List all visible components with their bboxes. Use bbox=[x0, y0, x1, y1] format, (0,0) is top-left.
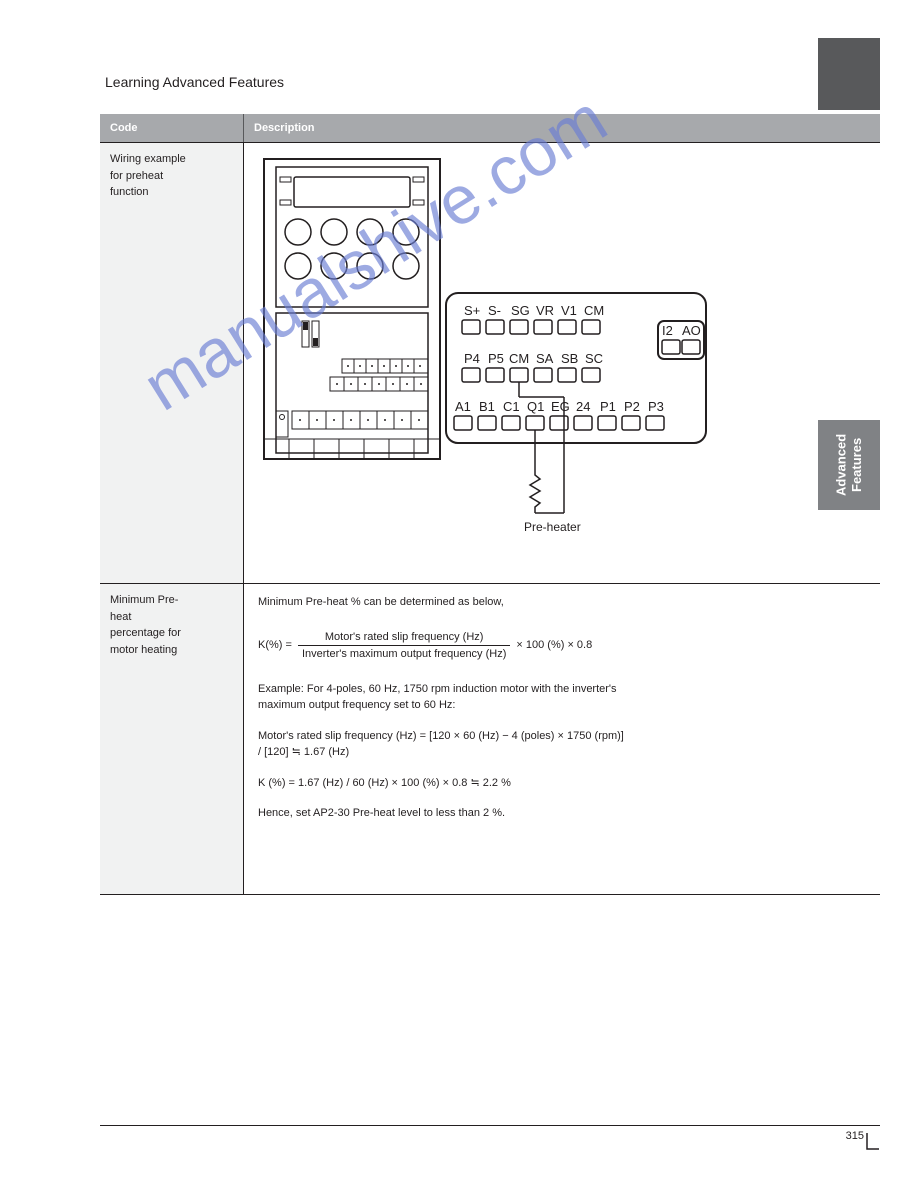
row1-l3: function bbox=[110, 186, 149, 198]
svg-text:SC: SC bbox=[585, 351, 603, 366]
svg-text:SA: SA bbox=[536, 351, 554, 366]
side-tab: Advanced Features bbox=[818, 420, 880, 510]
wiring-diagram: S+ S- SG VR V1 CM I2 AO P4 P5 CM SA SB SC bbox=[258, 153, 818, 573]
svg-text:S-: S- bbox=[488, 303, 501, 318]
svg-text:B1: B1 bbox=[479, 399, 495, 414]
page-number: 315 bbox=[846, 1130, 864, 1142]
svg-text:P4: P4 bbox=[464, 351, 480, 366]
formula-tail: × 100 (%) × 0.8 bbox=[516, 637, 592, 654]
svg-text:SG: SG bbox=[511, 303, 530, 318]
svg-text:AO: AO bbox=[682, 323, 701, 338]
formula-num: Motor's rated slip frequency (Hz) bbox=[298, 629, 510, 647]
header-desc: Description bbox=[244, 114, 880, 142]
table-header: Code Description bbox=[100, 114, 880, 142]
svg-text:24: 24 bbox=[576, 399, 590, 414]
formula-den: Inverter's maximum output frequency (Hz) bbox=[298, 646, 510, 663]
formula-left: K(%) = bbox=[258, 637, 292, 654]
footer-rule bbox=[100, 1125, 880, 1126]
svg-text:A1: A1 bbox=[455, 399, 471, 414]
eq-l4: Hence, set AP2-30 Pre-heat level to less… bbox=[258, 805, 866, 822]
svg-text:P1: P1 bbox=[600, 399, 616, 414]
eq-l3: K (%) = 1.67 (Hz) / 60 (Hz) × 100 (%) × … bbox=[258, 775, 866, 792]
row2-l2: heat bbox=[110, 611, 131, 623]
svg-text:SB: SB bbox=[561, 351, 578, 366]
svg-text:EG: EG bbox=[551, 399, 570, 414]
row2-intro: Minimum Pre-heat % can be determined as … bbox=[258, 594, 866, 611]
svg-text:I2: I2 bbox=[662, 323, 673, 338]
svg-text:P2: P2 bbox=[624, 399, 640, 414]
row1-l2: for preheat bbox=[110, 170, 163, 182]
svg-text:P5: P5 bbox=[488, 351, 504, 366]
row1-label: Wiring example for preheat function bbox=[100, 143, 244, 583]
table-row: Minimum Pre- heat percentage for motor h… bbox=[100, 583, 880, 895]
row2-l3: percentage for bbox=[110, 627, 181, 639]
ex-l2: maximum output frequency set to 60 Hz: bbox=[258, 697, 866, 714]
ex-l1: Example: For 4-poles, 60 Hz, 1750 rpm in… bbox=[258, 681, 866, 698]
row1-l1: Wiring example bbox=[110, 153, 186, 165]
row1-desc: S+ S- SG VR V1 CM I2 AO P4 P5 CM SA SB SC bbox=[244, 143, 880, 583]
svg-text:Q1: Q1 bbox=[527, 399, 544, 414]
row2-l4: motor heating bbox=[110, 644, 177, 656]
svg-text:CM: CM bbox=[584, 303, 604, 318]
header-code: Code bbox=[100, 114, 244, 142]
row2-label: Minimum Pre- heat percentage for motor h… bbox=[100, 584, 244, 894]
svg-text:P3: P3 bbox=[648, 399, 664, 414]
svg-text:S+: S+ bbox=[464, 303, 480, 318]
row2-l1: Minimum Pre- bbox=[110, 594, 178, 606]
eq-l1: Motor's rated slip frequency (Hz) = [120… bbox=[258, 728, 866, 745]
content: Code Description Wiring example for preh… bbox=[100, 96, 880, 895]
table-row: Wiring example for preheat function bbox=[100, 142, 880, 583]
resistor-label: Pre-heater bbox=[524, 520, 581, 534]
svg-text:V1: V1 bbox=[561, 303, 577, 318]
svg-text:C1: C1 bbox=[503, 399, 520, 414]
svg-text:CM: CM bbox=[509, 351, 529, 366]
svg-text:VR: VR bbox=[536, 303, 554, 318]
page-title: Learning Advanced Features bbox=[105, 74, 284, 90]
eq-l2: / [120] ≒ 1.67 (Hz) bbox=[258, 744, 866, 761]
row2-desc: Minimum Pre-heat % can be determined as … bbox=[244, 584, 880, 894]
corner-icon bbox=[866, 1132, 880, 1150]
